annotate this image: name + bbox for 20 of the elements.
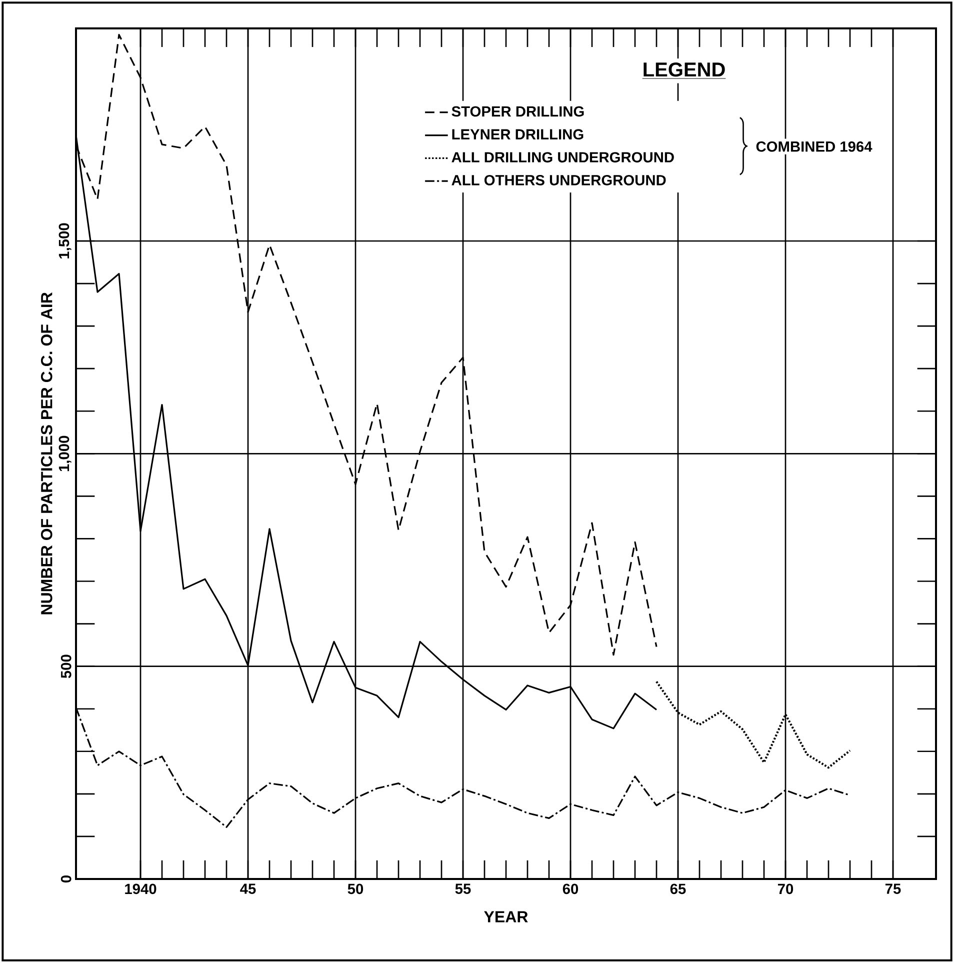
y-tick-label: 1,500 <box>58 223 72 258</box>
x-tick-label: 1940 <box>125 884 156 894</box>
x-tick-label: 70 <box>778 884 794 894</box>
x-tick-label: 45 <box>240 884 256 894</box>
legend-label: STOPER DRILLING <box>452 106 584 117</box>
legend-label: ALL OTHERS UNDERGROUND <box>452 174 666 186</box>
legend-title: LEGEND <box>644 62 725 77</box>
annotation: COMBINED 1964 <box>756 141 872 152</box>
y-tick-label: 0 <box>60 876 72 882</box>
x-tick-label: 65 <box>670 884 686 894</box>
y-tick-label: 500 <box>60 654 72 678</box>
y-tick-label: 1,000 <box>58 436 72 472</box>
x-tick-label: 75 <box>885 884 901 894</box>
y-axis-title: NUMBER OF PARTICLES PER C.C. OF AIR <box>40 292 52 614</box>
x-tick-label: 55 <box>455 884 471 894</box>
x-tick-label: 60 <box>562 884 578 894</box>
legend-label: ALL DRILLING UNDERGROUND <box>452 152 674 162</box>
x-axis-title: YEAR <box>484 911 528 922</box>
legend-label: LEYNER DRILLING <box>452 129 584 140</box>
x-tick-label: 50 <box>348 884 364 894</box>
